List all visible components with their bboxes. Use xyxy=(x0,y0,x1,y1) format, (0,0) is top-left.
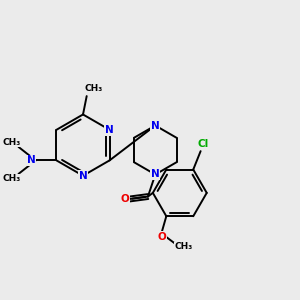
Text: Cl: Cl xyxy=(197,139,209,149)
Text: N: N xyxy=(151,169,160,179)
Text: CH₃: CH₃ xyxy=(85,84,103,93)
Text: N: N xyxy=(27,155,36,165)
Text: N: N xyxy=(105,125,114,135)
Text: N: N xyxy=(151,121,160,130)
Text: N: N xyxy=(79,171,87,181)
Text: CH₃: CH₃ xyxy=(174,242,193,251)
Text: O: O xyxy=(157,232,166,242)
Text: O: O xyxy=(120,194,129,204)
Text: CH₃: CH₃ xyxy=(2,174,20,183)
Text: CH₃: CH₃ xyxy=(2,137,20,146)
